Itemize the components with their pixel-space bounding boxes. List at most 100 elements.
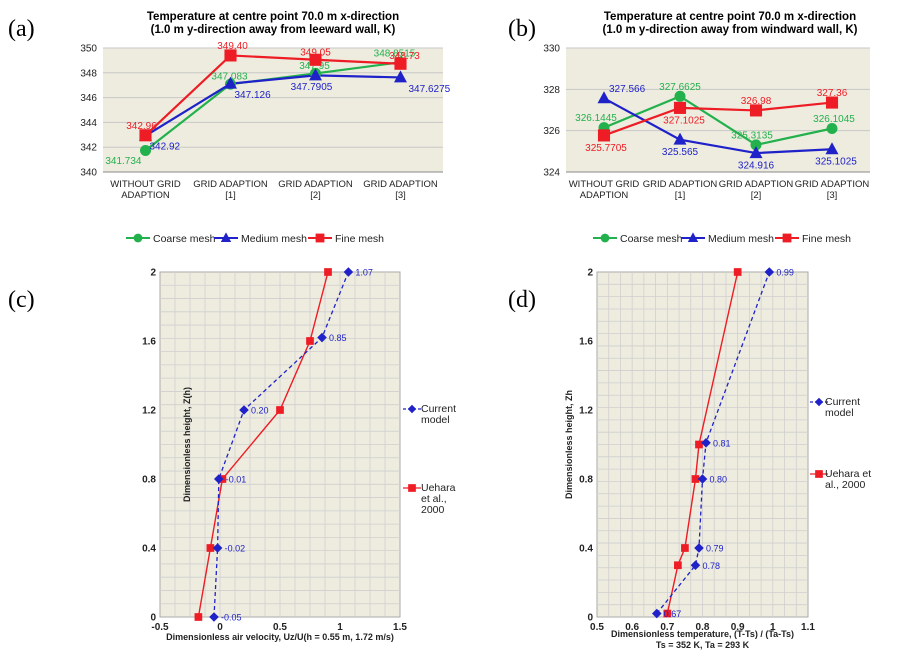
y-tick-label-d: 0 xyxy=(587,613,593,624)
data-point-current-model-c xyxy=(209,612,219,622)
legend-entry-uehara-c: Uehara xyxy=(421,482,456,494)
data-label-fine-b: 325.7705 xyxy=(585,143,627,154)
legend-marker-fine-a xyxy=(315,233,325,243)
legend-entry-current-model-d: model xyxy=(825,407,854,419)
series-line-current-model-d xyxy=(656,271,770,614)
data-point-uehara-d xyxy=(733,268,742,276)
legend-entry-coarse-a: Coarse mesh xyxy=(153,233,216,245)
legend-entry-current-model-c: Current xyxy=(421,403,456,415)
legend-entry-uehara-c: et al., xyxy=(421,493,447,505)
data-point-coarse-a xyxy=(140,144,151,156)
data-point-current-model-d xyxy=(697,474,708,484)
data-label-fine-b: 327.1025 xyxy=(663,115,705,126)
data-point-medium-b xyxy=(597,91,611,104)
x-category-label-b: GRID ADAPTION xyxy=(795,179,870,190)
data-label-current-model-d: 0.80 xyxy=(710,475,728,485)
data-label-coarse-b: 327.6625 xyxy=(659,82,701,93)
data-point-fine-a xyxy=(394,57,407,70)
x-category-label-b: [1] xyxy=(675,190,686,201)
legend-marker-current-model-d xyxy=(814,397,824,407)
data-label-current-model-c: 0.85 xyxy=(329,333,347,343)
y-tick-label-a: 344 xyxy=(80,118,97,129)
y-tick-label-b: 330 xyxy=(543,44,560,55)
data-label-medium-a: 342.92 xyxy=(150,141,181,152)
legend-marker-current-model-c xyxy=(407,404,417,414)
x-axis-sublabel-d: Ts = 352 K, Ta = 293 K xyxy=(656,640,750,650)
x-category-label-b: ADAPTION xyxy=(580,190,629,201)
data-label-current-model-c: 0.20 xyxy=(251,406,269,416)
series-line-medium-a xyxy=(144,74,401,137)
x-tick-label-d: 0.6 xyxy=(625,622,639,633)
data-point-medium-a xyxy=(394,70,407,83)
data-label-coarse-a: 347.95 xyxy=(299,61,330,72)
data-label-current-model-d: 0.81 xyxy=(713,438,731,448)
y-tick-label-a: 346 xyxy=(80,93,97,104)
legend-entry-current-model-d: Current xyxy=(825,396,860,408)
x-tick-label-c: 0 xyxy=(217,622,223,633)
y-axis-label-d: Dimensionless height, Zh xyxy=(564,390,574,499)
data-label-current-model-d: 0.99 xyxy=(776,268,794,278)
x-category-label-a: [3] xyxy=(395,190,406,201)
chart-subtitle-b: (1.0 m y-direction away from windward wa… xyxy=(603,24,858,36)
x-category-label-a: [1] xyxy=(225,190,236,201)
data-point-current-model-c xyxy=(317,332,327,343)
data-label-medium-b: 325.1025 xyxy=(815,157,857,168)
data-label-coarse-a: 347.083 xyxy=(211,72,248,83)
legend-marker-medium-a xyxy=(220,232,232,242)
data-label-current-model-c: 1.07 xyxy=(355,268,373,278)
x-category-label-b: [3] xyxy=(827,190,838,201)
data-point-current-model-c xyxy=(343,267,354,277)
x-category-label-a: ADAPTION xyxy=(121,190,170,201)
y-tick-label-c: 1.2 xyxy=(142,406,156,417)
x-tick-label-d: 0.7 xyxy=(660,622,674,633)
series-line-fine-a xyxy=(144,54,401,137)
x-category-label-a: GRID ADAPTION xyxy=(363,179,438,190)
series-line-uehara-c xyxy=(197,271,329,618)
series-line-medium-b xyxy=(603,97,833,155)
data-label-fine-b: 326.98 xyxy=(741,96,772,107)
x-tick-label-c: -0.5 xyxy=(151,622,169,633)
x-category-label-a: [2] xyxy=(310,190,321,201)
x-tick-label-d: 0.9 xyxy=(731,622,745,633)
data-point-fine-b xyxy=(825,96,839,109)
y-tick-label-d: 2 xyxy=(587,268,593,279)
y-tick-label-c: 0.8 xyxy=(142,475,156,486)
data-point-uehara-d xyxy=(674,561,682,570)
data-point-fine-a xyxy=(309,53,322,66)
legend-marker-medium-b xyxy=(687,232,699,242)
data-point-uehara-d xyxy=(681,544,689,552)
legend-entry-fine-b: Fine mesh xyxy=(802,233,851,245)
panel-letter-d: (d) xyxy=(508,287,536,313)
data-point-uehara-c xyxy=(306,337,314,345)
data-label-current-model-c: -0.01 xyxy=(226,475,247,485)
data-point-current-model-d xyxy=(701,437,711,448)
data-label-current-model-d: 0.78 xyxy=(702,561,720,571)
data-point-uehara-c xyxy=(324,268,332,276)
series-line-coarse-b xyxy=(603,95,833,147)
x-category-label-b: GRID ADAPTION xyxy=(719,179,794,190)
data-point-coarse-b xyxy=(826,123,838,135)
data-point-coarse-b xyxy=(750,139,762,151)
chart-title-a: Temperature at centre point 70.0 m x-dir… xyxy=(147,11,399,23)
data-label-current-model-d: 0.67 xyxy=(664,609,682,619)
data-label-medium-a: 347.126 xyxy=(235,90,272,101)
data-label-medium-a: 347.7905 xyxy=(291,82,333,93)
data-point-medium-b xyxy=(825,142,839,155)
data-label-medium-b: 325.565 xyxy=(662,147,699,158)
x-category-label-b: WITHOUT GRID xyxy=(569,179,640,190)
x-axis-label-d: Dimensionless temperature, (T-Ts) / (Ta-… xyxy=(611,629,794,639)
x-tick-label-c: 1 xyxy=(337,622,343,633)
x-tick-label-c: 0.5 xyxy=(273,622,287,633)
data-point-uehara-c xyxy=(206,544,215,552)
legend-entry-coarse-b: Coarse mesh xyxy=(620,233,683,245)
x-tick-label-d: 1 xyxy=(770,622,776,633)
y-tick-label-d: 0.4 xyxy=(579,544,593,555)
legend-marker-uehara-d xyxy=(815,470,823,478)
data-point-uehara-c xyxy=(194,613,203,621)
x-axis-label-c: Dimensionless air velocity, Uz/U(h = 0.5… xyxy=(166,632,394,642)
data-label-coarse-b: 326.1045 xyxy=(813,114,855,125)
data-label-fine-a: 349.40 xyxy=(217,41,248,52)
data-label-current-model-d: 0.79 xyxy=(706,544,724,554)
data-label-coarse-a: 348.8515 xyxy=(374,49,416,60)
